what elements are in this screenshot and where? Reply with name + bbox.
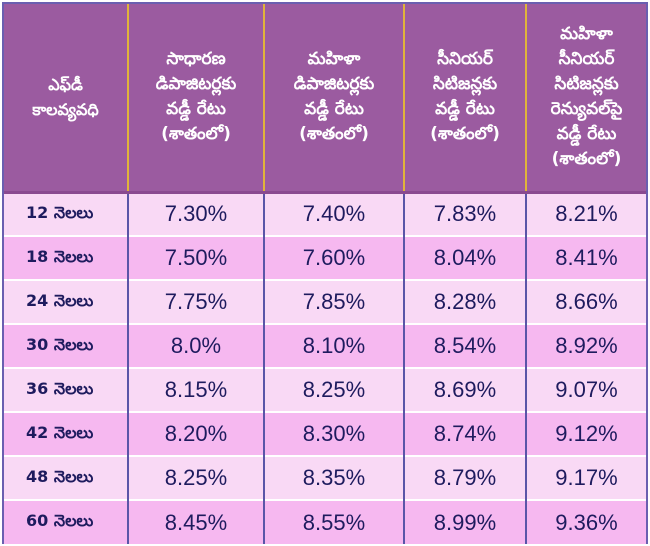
header-line: మహిళా — [560, 24, 613, 45]
tenure-cell: 12 నెలలు — [4, 191, 128, 236]
table-row: 30 నెలలు 8.0% 8.10% 8.54% 8.92% — [4, 323, 646, 368]
women-senior-renewal-rate-cell: 8.92% — [525, 323, 646, 368]
senior-rate-cell: 8.99% — [403, 499, 526, 544]
header-line: (శాతంలో) — [551, 149, 622, 170]
senior-rate-cell: 8.74% — [403, 411, 526, 456]
header-general-rate: సాధారణ డిపాజిటర్లకు వడ్డీ రేటు (శాతంలో) — [127, 4, 264, 194]
tenure-cell: 30 నెలలు — [4, 323, 128, 368]
tenure-cell: 24 నెలలు — [4, 279, 128, 324]
header-line: వడ్డీ రేటు — [304, 99, 364, 120]
header-line: (శాతంలో) — [430, 124, 500, 145]
women-rate-cell: 8.55% — [263, 499, 404, 544]
women-rate-cell: 7.40% — [263, 191, 404, 236]
header-women-senior-renewal-rate: మహిళా సీనియర్ సిటిజన్లకు రెన్యువల్‌పై వడ… — [525, 4, 646, 194]
header-line: డిపాజిటర్లకు — [293, 74, 375, 95]
header-line: వడ్డీ రేటు — [166, 99, 226, 120]
general-rate-cell: 8.15% — [127, 367, 264, 412]
senior-rate-cell: 8.79% — [403, 455, 526, 500]
header-line: రెన్యువల్‌పై — [550, 99, 623, 120]
tenure-cell: 48 నెలలు — [4, 455, 128, 500]
header-line: వడ్డీ రేటు — [556, 124, 617, 145]
header-tenure: ఎఫ్‌డీ కాలవ్యవధి — [4, 4, 128, 194]
general-rate-cell: 8.45% — [127, 499, 264, 544]
table-row: 48 నెలలు 8.25% 8.35% 8.79% 9.17% — [4, 455, 646, 500]
women-rate-cell: 7.85% — [263, 279, 404, 324]
women-senior-renewal-rate-cell: 8.21% — [525, 191, 646, 236]
header-line: వడ్డీ రేటు — [435, 99, 495, 120]
table-row: 42 నెలలు 8.20% 8.30% 8.74% 9.12% — [4, 411, 646, 456]
women-senior-renewal-rate-cell: 9.12% — [525, 411, 646, 456]
header-line: ఎఫ్‌డీ — [48, 75, 83, 95]
header-line: సిటిజన్లకు — [432, 74, 498, 95]
fd-rates-table: ఎఫ్‌డీ కాలవ్యవధి సాధారణ డిపాజిటర్లకు వడ్… — [4, 4, 646, 544]
table-row: 24 నెలలు 7.75% 7.85% 8.28% 8.66% — [4, 279, 646, 324]
header-line: సిటిజన్లకు — [554, 74, 619, 95]
tenure-cell: 42 నెలలు — [4, 411, 128, 456]
general-rate-cell: 7.50% — [127, 235, 264, 280]
header-women-rate: మహిళా డిపాజిటర్లకు వడ్డీ రేటు (శాతంలో) — [263, 4, 404, 194]
header-row: ఎఫ్‌డీ కాలవ్యవధి సాధారణ డిపాజిటర్లకు వడ్… — [4, 4, 646, 194]
senior-rate-cell: 7.83% — [403, 191, 526, 236]
table-row: 60 నెలలు 8.45% 8.55% 8.99% 9.36% — [4, 499, 646, 544]
women-senior-renewal-rate-cell: 9.07% — [525, 367, 646, 412]
senior-rate-cell: 8.28% — [403, 279, 526, 324]
tenure-cell: 36 నెలలు — [4, 367, 128, 412]
header-line: (శాతంలో) — [161, 124, 231, 145]
women-senior-renewal-rate-cell: 9.36% — [525, 499, 646, 544]
women-senior-renewal-rate-cell: 8.66% — [525, 279, 646, 324]
senior-rate-cell: 8.04% — [403, 235, 526, 280]
general-rate-cell: 8.25% — [127, 455, 264, 500]
header-line: సాధారణ — [166, 49, 226, 70]
table-row: 36 నెలలు 8.15% 8.25% 8.69% 9.07% — [4, 367, 646, 412]
header-line: సీనియర్ — [437, 49, 493, 70]
women-rate-cell: 8.35% — [263, 455, 404, 500]
header-senior-rate: సీనియర్ సిటిజన్లకు వడ్డీ రేటు (శాతంలో) — [403, 4, 526, 194]
general-rate-cell: 8.20% — [127, 411, 264, 456]
tenure-cell: 18 నెలలు — [4, 235, 128, 280]
women-senior-renewal-rate-cell: 9.17% — [525, 455, 646, 500]
women-rate-cell: 8.30% — [263, 411, 404, 456]
women-senior-renewal-rate-cell: 8.41% — [525, 235, 646, 280]
header-line: సీనియర్ — [558, 49, 615, 70]
header-line: మహిళా — [307, 49, 361, 70]
general-rate-cell: 8.0% — [127, 323, 264, 368]
general-rate-cell: 7.30% — [127, 191, 264, 236]
header-line: కాలవ్యవధి — [32, 100, 99, 120]
women-rate-cell: 8.10% — [263, 323, 404, 368]
tenure-cell: 60 నెలలు — [4, 499, 128, 544]
header-line: డిపాజిటర్లకు — [155, 74, 237, 95]
senior-rate-cell: 8.69% — [403, 367, 526, 412]
women-rate-cell: 7.60% — [263, 235, 404, 280]
general-rate-cell: 7.75% — [127, 279, 264, 324]
senior-rate-cell: 8.54% — [403, 323, 526, 368]
women-rate-cell: 8.25% — [263, 367, 404, 412]
table-row: 18 నెలలు 7.50% 7.60% 8.04% 8.41% — [4, 235, 646, 280]
table-row: 12 నెలలు 7.30% 7.40% 7.83% 8.21% — [4, 191, 646, 236]
header-line: (శాతంలో) — [299, 124, 369, 145]
